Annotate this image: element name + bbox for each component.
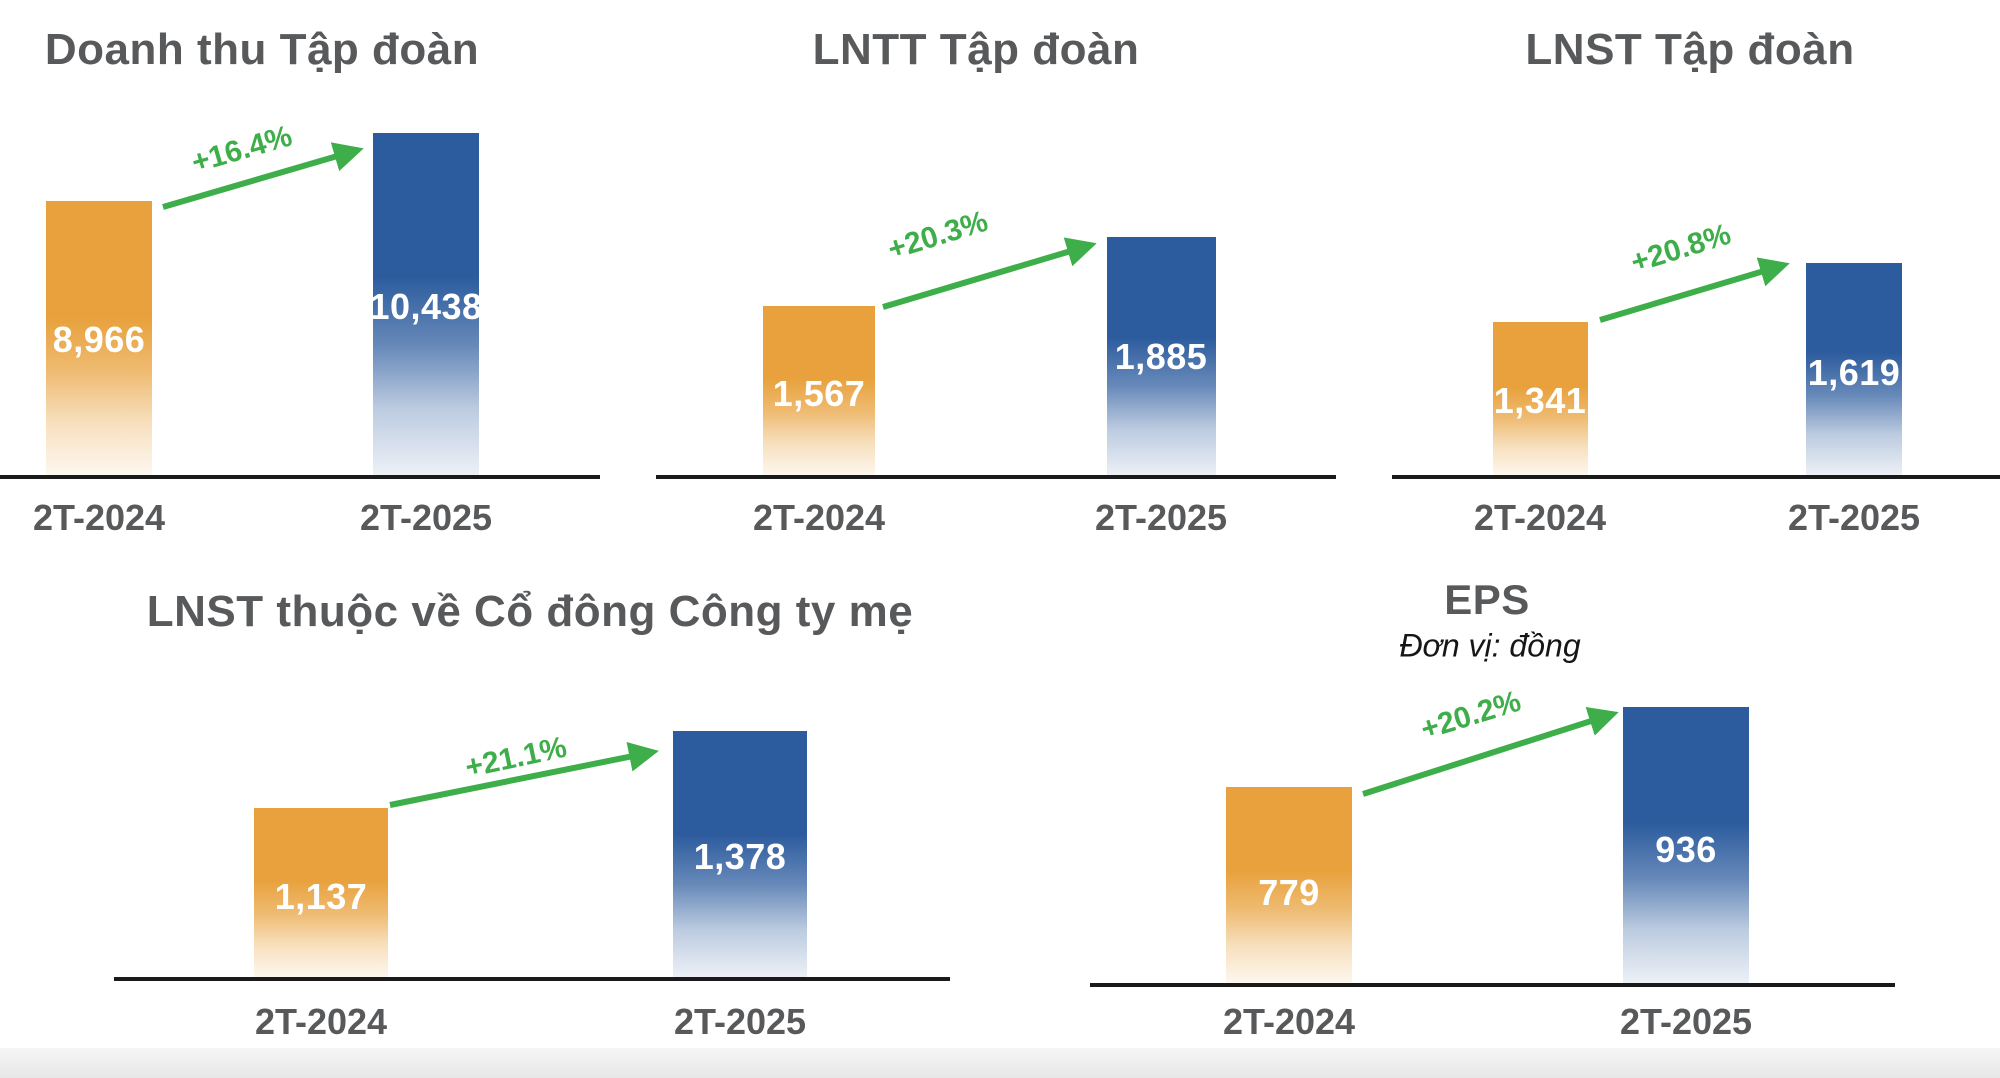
bar-2t-2025	[1806, 263, 1902, 477]
bar-2t-2024	[763, 306, 875, 477]
x-axis-line	[1392, 475, 2000, 479]
bar-value-2t-2025: 1,619	[1807, 352, 1901, 393]
bar-2t-2024	[46, 201, 152, 477]
axis-label-2t-2024: 2T-2024	[752, 497, 886, 538]
chart-title: EPS	[1444, 576, 1530, 623]
chart-unit-subtitle: Đơn vị: đồng	[1399, 627, 1581, 664]
slide-footer-strip	[0, 1048, 2000, 1078]
bar-value-2t-2024: 1,341	[1493, 380, 1587, 421]
chart-title: LNST thuộc về Cổ đông Công ty mẹ	[146, 587, 914, 636]
axis-label-2t-2024: 2T-2024	[1473, 497, 1607, 538]
axis-label-2t-2024: 2T-2024	[1222, 1001, 1356, 1042]
axis-label-2t-2025: 2T-2025	[1619, 1001, 1753, 1042]
bar-value-2t-2024: 8,966	[52, 319, 146, 360]
x-axis-line	[0, 475, 600, 479]
growth-arrow-icon	[1362, 707, 1619, 797]
bar-2t-2025	[1107, 237, 1216, 477]
growth-arrow-icon	[1599, 257, 1790, 323]
bar-value-2t-2024: 1,567	[772, 373, 866, 414]
x-axis-line	[1090, 983, 1895, 987]
chart-title: LNTT Tập đoàn	[812, 25, 1140, 74]
bar-2t-2024	[1226, 787, 1352, 985]
chart-title: Doanh thu Tập đoàn	[44, 25, 480, 74]
axis-label-2t-2024: 2T-2024	[254, 1001, 388, 1042]
x-axis-line	[656, 475, 1336, 479]
bar-2t-2025	[1623, 707, 1749, 985]
bar-value-2t-2024: 779	[1258, 872, 1320, 913]
bar-value-2t-2025: 1,378	[693, 836, 787, 877]
bar-value-2t-2025: 1,885	[1114, 336, 1208, 377]
bar-2t-2025	[373, 133, 479, 477]
bar-2t-2025	[673, 731, 807, 979]
axis-label-2t-2025: 2T-2025	[359, 497, 493, 538]
x-axis-line	[114, 977, 950, 981]
bar-value-2t-2025: 10,438	[369, 286, 483, 327]
axis-label-2t-2025: 2T-2025	[1787, 497, 1921, 538]
bar-value-2t-2024: 1,137	[274, 876, 368, 917]
growth-arrow-icon	[882, 237, 1097, 310]
bar-value-2t-2025: 936	[1655, 829, 1717, 870]
axis-label-2t-2025: 2T-2025	[1094, 497, 1228, 538]
growth-arrow-icon	[162, 142, 364, 210]
bar-2t-2024	[1493, 322, 1588, 477]
growth-arrow-icon	[389, 742, 659, 808]
axis-label-2t-2024: 2T-2024	[32, 497, 166, 538]
bar-2t-2024	[254, 808, 388, 979]
chart-title: LNST Tập đoàn	[1525, 25, 1855, 74]
axis-label-2t-2025: 2T-2025	[673, 1001, 807, 1042]
